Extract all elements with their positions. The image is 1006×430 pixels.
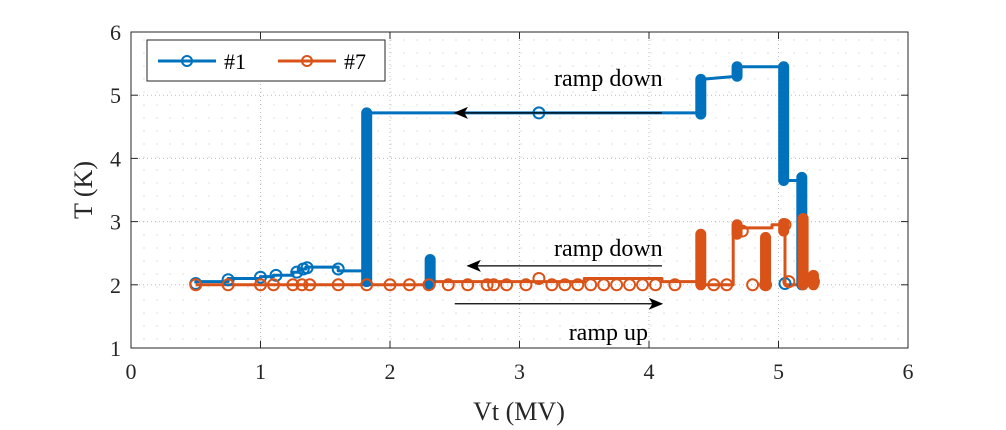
series-marker-2: [383, 278, 397, 292]
series-layer: [189, 61, 820, 292]
annotation-layer: ramp down ramp down ramp up: [453, 66, 664, 346]
y-tick-label: 3: [110, 210, 121, 235]
x-tick-label: 0: [126, 359, 137, 384]
x-tick-label: 6: [903, 359, 914, 384]
series-marker-1: [254, 270, 267, 284]
series-marker-2: [500, 278, 514, 292]
legend-label-2: #7: [344, 49, 366, 74]
series-marker-1: [221, 273, 235, 287]
annotation-text: ramp down: [554, 66, 663, 92]
series-marker-2: [532, 271, 546, 285]
series-marker-2: [782, 275, 796, 289]
x-tick-label: 1: [255, 359, 266, 384]
series-marker-2: [422, 278, 436, 292]
y-tick-label: 4: [110, 146, 121, 171]
series-marker-2: [286, 278, 300, 292]
series-marker-2: [778, 218, 792, 232]
series-marker-2: [636, 278, 650, 292]
series-marker-2: [806, 275, 820, 289]
y-tick-label: 6: [110, 20, 121, 45]
series-marker-2: [759, 278, 773, 292]
series-marker-2: [545, 278, 559, 292]
series-marker-1: [300, 261, 314, 275]
series-marker-2: [480, 278, 494, 292]
annotation-text: ramp down: [554, 236, 663, 262]
series-marker-2: [584, 278, 598, 292]
series-marker-2: [623, 278, 637, 292]
series-marker-2: [487, 278, 501, 292]
legend-marker-2: [301, 55, 313, 67]
legend-marker-1: [181, 55, 193, 67]
series-marker-2: [331, 278, 345, 292]
series-marker-2: [648, 278, 662, 292]
series-marker-2: [254, 278, 267, 292]
x-axis-label: Vt (MV): [473, 397, 565, 426]
y-axis-label: T (K): [69, 161, 98, 219]
series-marker-2: [558, 278, 572, 292]
series-marker-1: [331, 262, 345, 276]
series-marker-2: [189, 278, 203, 292]
y-tick-label: 1: [110, 336, 121, 361]
series-marker-2: [402, 278, 416, 292]
x-tick-label: 2: [385, 359, 396, 384]
legend-label-1: #1: [224, 49, 246, 74]
series-marker-2: [266, 278, 280, 292]
x-tick-label: 3: [514, 359, 525, 384]
x-tick-label: 5: [773, 359, 784, 384]
x-tick-label: 4: [644, 359, 655, 384]
y-tick-label: 2: [110, 273, 121, 298]
series-marker-2: [519, 278, 533, 292]
series-marker-2: [295, 278, 309, 292]
series-marker-2: [597, 278, 611, 292]
legend: #1 #7: [146, 39, 386, 82]
y-tick-label: 5: [110, 83, 121, 108]
series-marker-2: [221, 278, 235, 292]
series-marker-2: [707, 278, 721, 292]
series-marker-2: [461, 278, 475, 292]
annotation-text: ramp up: [569, 320, 648, 346]
series-marker-2: [746, 278, 760, 292]
series-marker-2: [303, 278, 317, 292]
series-marker-2: [735, 224, 749, 238]
series-marker-2: [610, 278, 624, 292]
series-marker-2: [360, 278, 374, 292]
series-marker-2: [668, 278, 682, 292]
series-marker-1: [290, 265, 304, 279]
series-marker-2: [720, 278, 734, 292]
series-marker-2: [571, 278, 585, 292]
series-marker-2: [441, 278, 455, 292]
